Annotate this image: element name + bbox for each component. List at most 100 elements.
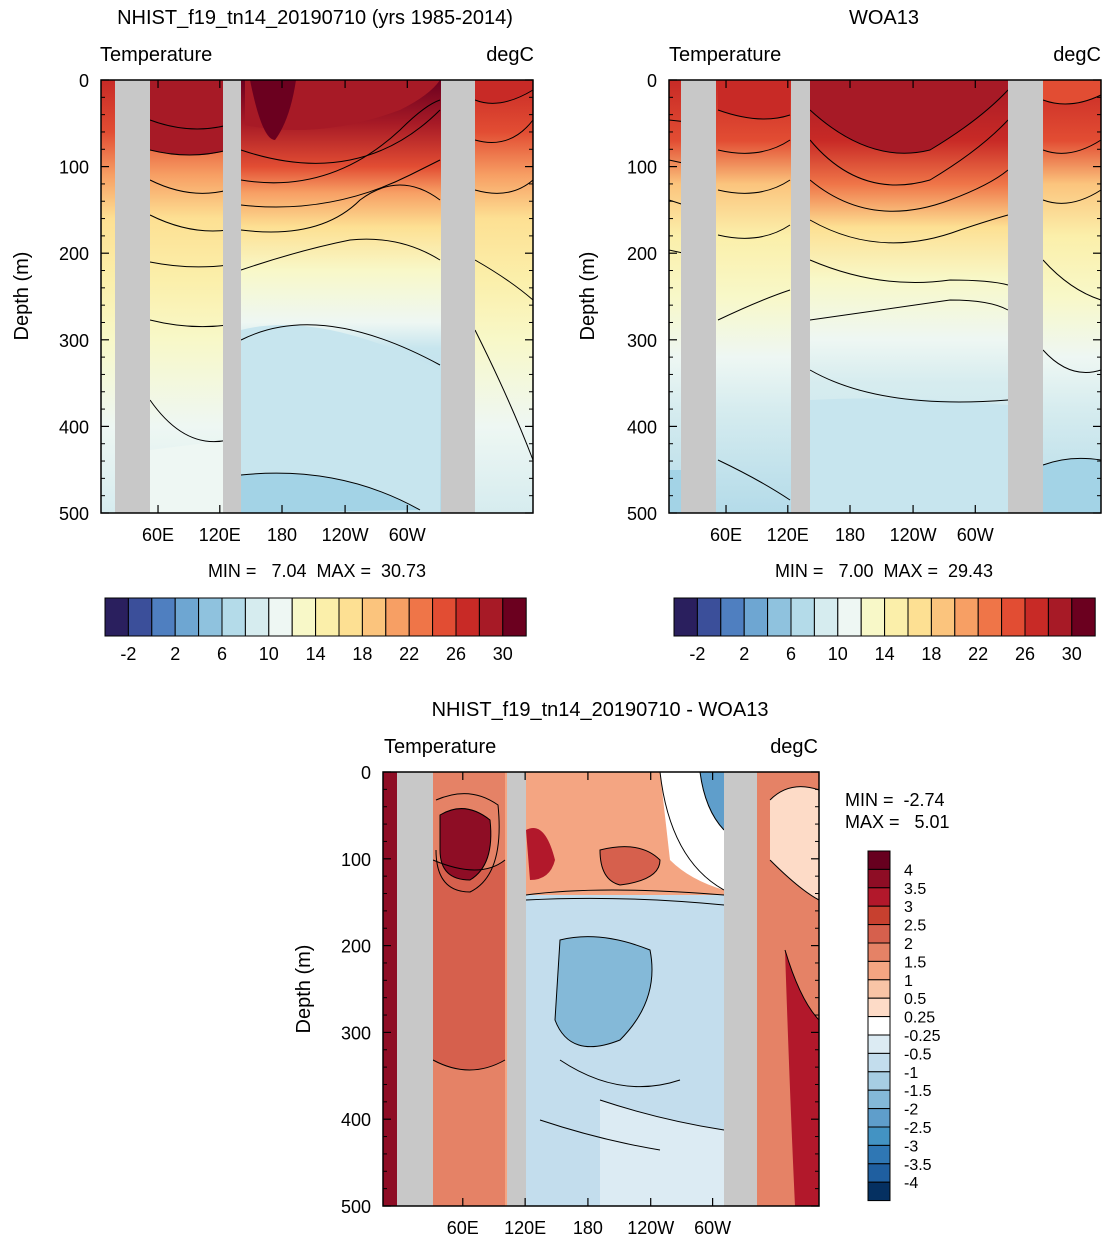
colorbar-box bbox=[1047, 597, 1073, 637]
y-tick-label: 0 bbox=[79, 71, 89, 91]
panel-title: NHIST_f19_tn14_20190710 (yrs 1985-2014) bbox=[117, 7, 513, 29]
warm-thermocline bbox=[600, 846, 660, 885]
colorbar-box bbox=[867, 924, 891, 944]
units-label: degC bbox=[770, 736, 818, 758]
colorbar: -2 2 6 10 14 18 22 26 30 bbox=[673, 597, 1096, 664]
land-mask-indonesia bbox=[507, 772, 526, 1206]
y-tick-label: 500 bbox=[341, 1197, 371, 1217]
land-mask-americas bbox=[724, 772, 757, 1206]
y-tick-label: 200 bbox=[59, 244, 89, 264]
y-tick-label: 400 bbox=[627, 417, 657, 437]
colorbar-box bbox=[767, 597, 792, 637]
colorbar-label: 26 bbox=[1015, 644, 1035, 664]
contour-lines bbox=[668, 89, 1102, 501]
colorbar-box bbox=[860, 597, 886, 637]
colorbar-box bbox=[867, 960, 891, 981]
colorbar-label: -4 bbox=[904, 1175, 918, 1192]
colorbar-label: 2 bbox=[170, 644, 180, 664]
colorbar-box bbox=[867, 1034, 891, 1054]
x-tick-label: 120E bbox=[504, 1218, 546, 1238]
y-tick-label: 400 bbox=[59, 417, 89, 437]
x-tick-label: 60E bbox=[447, 1218, 479, 1238]
colorbar-box bbox=[720, 597, 745, 637]
y-tick-label: 500 bbox=[627, 504, 657, 524]
colorbar-box bbox=[408, 597, 434, 637]
x-tick-label: 120E bbox=[199, 525, 241, 545]
bias-core-indian bbox=[440, 808, 491, 880]
cool-deep-pacific bbox=[810, 398, 1008, 513]
colorbar-label: -3 bbox=[904, 1138, 918, 1155]
land-mask-africa bbox=[681, 80, 716, 513]
colorbar-box bbox=[930, 597, 956, 637]
y-tick-label: 400 bbox=[341, 1110, 371, 1130]
colorbar-label: 30 bbox=[493, 644, 513, 664]
x-tick-label: 60E bbox=[142, 525, 174, 545]
colorbar-label: -2 bbox=[120, 644, 136, 664]
y-axis: Depth (m) 0 100 200 300 400 500 bbox=[11, 71, 533, 524]
plot-frame bbox=[668, 79, 1102, 514]
colorbar-box bbox=[361, 597, 387, 637]
colorbar-label: 22 bbox=[399, 644, 419, 664]
y-tick-label: 300 bbox=[627, 331, 657, 351]
colorbar-box bbox=[867, 1071, 891, 1091]
warm-core-atlantic bbox=[785, 950, 819, 1206]
min-max-label: MIN = 7.00 MAX = 29.43 bbox=[775, 561, 993, 581]
y-tick-label: 200 bbox=[341, 937, 371, 957]
deep-atlantic bbox=[1043, 458, 1101, 513]
x-tick-label: 120W bbox=[890, 525, 937, 545]
y-tick-label: 0 bbox=[647, 71, 657, 91]
colorbar-box bbox=[867, 942, 891, 962]
land-mask-indonesia bbox=[223, 80, 241, 513]
contour-lines bbox=[432, 771, 820, 1151]
y-tick-label: 100 bbox=[59, 158, 89, 178]
panel-observation: WOA13 Temperature degC bbox=[577, 7, 1102, 664]
max-label: MAX = 5.01 bbox=[845, 812, 950, 832]
colorbar-box bbox=[198, 597, 223, 637]
plot-area bbox=[101, 80, 534, 513]
colorbar-box bbox=[867, 1089, 891, 1110]
colorbar-label: 6 bbox=[786, 644, 796, 664]
land-mask-africa bbox=[115, 80, 150, 513]
panel-model: NHIST_f19_tn14_20190710 (yrs 1985-2014) … bbox=[11, 7, 534, 664]
colorbar-box bbox=[867, 1052, 891, 1073]
colorbar-box bbox=[813, 597, 839, 637]
colorbar-box bbox=[837, 597, 862, 637]
y-axis-label: Depth (m) bbox=[11, 252, 33, 341]
colorbar-box bbox=[867, 1126, 891, 1146]
colorbar-label: 18 bbox=[921, 644, 941, 664]
colorbar-box bbox=[884, 597, 909, 637]
colorbar-box bbox=[867, 979, 891, 999]
colorbar-label: -2.5 bbox=[904, 1120, 932, 1137]
colorbar-box bbox=[867, 1108, 891, 1128]
colorbar-label: 3 bbox=[904, 899, 913, 916]
colorbar-box bbox=[174, 597, 200, 637]
y-tick-labels: 0 100 200 300 400 500 bbox=[59, 71, 533, 524]
cold-deep-pacific bbox=[241, 473, 420, 513]
colorbar-box bbox=[954, 597, 979, 637]
colorbar-box bbox=[151, 597, 176, 637]
land-mask-indonesia bbox=[791, 80, 810, 513]
colorbar-label: 0.5 bbox=[904, 991, 926, 1008]
colorbar-box bbox=[867, 997, 891, 1018]
colorbar-label: -2 bbox=[904, 1102, 918, 1119]
colorbar: 4 3.53 2.521.5 10.5 0.25-0.25-0.5 -1-1.5 -2-2.… bbox=[867, 850, 941, 1202]
land-mask-americas bbox=[441, 80, 475, 513]
x-tick-labels: 60E 120E 180 120W 60W bbox=[710, 80, 994, 545]
plot-area bbox=[383, 771, 820, 1206]
colorbar-label: 2.5 bbox=[904, 918, 926, 935]
x-tick-label: 60W bbox=[389, 525, 426, 545]
colorbar-label: 14 bbox=[306, 644, 326, 664]
colorbar-box bbox=[1071, 597, 1096, 637]
cold-bias-core bbox=[555, 936, 652, 1047]
x-tick-label: 120W bbox=[627, 1218, 674, 1238]
colorbar-label: -0.5 bbox=[904, 1046, 932, 1063]
variable-label: Temperature bbox=[384, 736, 496, 758]
units-label: degC bbox=[486, 44, 534, 66]
x-tick-labels: 60E 120E 180 120W 60W bbox=[142, 80, 426, 545]
warm-band-west bbox=[383, 772, 397, 1206]
colorbar-label: 1.5 bbox=[904, 954, 926, 971]
bias-core-west-pacific bbox=[526, 828, 555, 880]
y-axis: Depth (m) 0 100 200 300 400 500 bbox=[577, 71, 1101, 524]
cold-east-pacific bbox=[700, 772, 724, 830]
colorbar-label: 26 bbox=[446, 644, 466, 664]
